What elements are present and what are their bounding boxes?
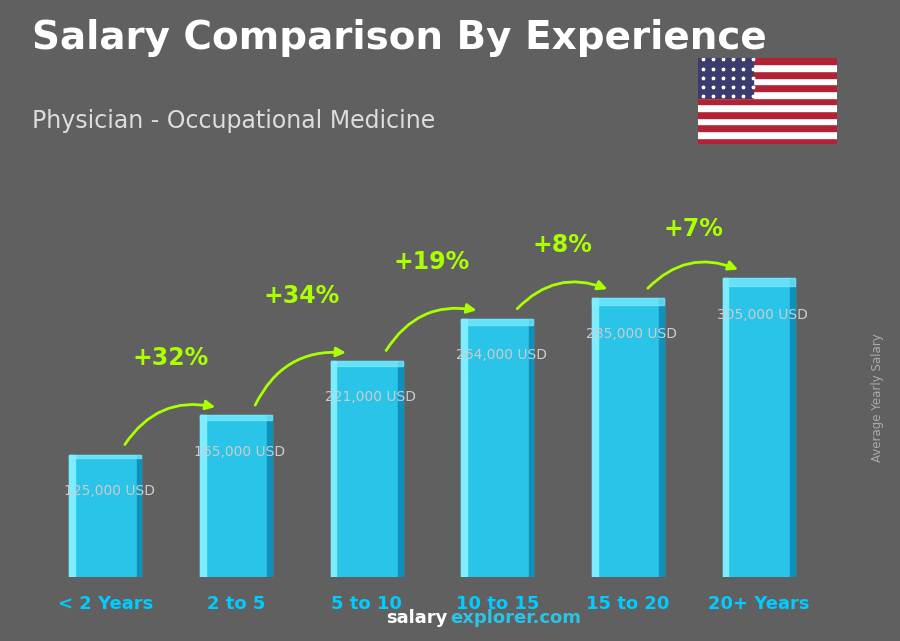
Text: explorer.com: explorer.com [450, 609, 581, 627]
Bar [698, 124, 837, 131]
Bar [698, 117, 837, 124]
Bar [698, 104, 837, 111]
Text: +7%: +7% [663, 217, 724, 241]
Bar [200, 415, 272, 577]
Bar [698, 97, 837, 104]
Bar [69, 454, 76, 577]
Text: < 2 Years: < 2 Years [58, 594, 153, 613]
Bar [698, 111, 837, 117]
Bar [723, 278, 795, 286]
Bar [331, 361, 337, 577]
Text: +8%: +8% [533, 233, 592, 257]
Bar [462, 319, 534, 577]
Bar [660, 298, 664, 577]
Text: 2 to 5: 2 to 5 [207, 594, 266, 613]
Bar [698, 91, 837, 97]
Bar [698, 131, 837, 138]
Bar [698, 71, 837, 78]
Bar [200, 415, 206, 577]
Text: 10 to 15: 10 to 15 [455, 594, 539, 613]
Bar [592, 298, 664, 577]
Text: 20+ Years: 20+ Years [708, 594, 809, 613]
Bar [592, 298, 598, 577]
Bar [723, 278, 728, 577]
Text: +34%: +34% [263, 284, 339, 308]
Bar [331, 361, 402, 577]
Text: 165,000 USD: 165,000 USD [194, 445, 285, 459]
Text: 221,000 USD: 221,000 USD [325, 390, 416, 404]
Bar [698, 64, 837, 71]
Bar [137, 454, 141, 577]
Bar [398, 361, 402, 577]
Bar [698, 78, 837, 85]
Bar [790, 278, 795, 577]
Text: 15 to 20: 15 to 20 [586, 594, 670, 613]
Bar [69, 454, 141, 577]
Text: Average Yearly Salary: Average Yearly Salary [871, 333, 884, 462]
Bar [462, 319, 534, 325]
Text: 264,000 USD: 264,000 USD [455, 348, 546, 362]
Bar [462, 319, 467, 577]
Text: Physician - Occupational Medicine: Physician - Occupational Medicine [32, 109, 435, 133]
Bar [592, 298, 664, 305]
Text: salary: salary [386, 609, 447, 627]
Bar [331, 361, 402, 366]
Bar [69, 454, 141, 458]
Text: 285,000 USD: 285,000 USD [586, 328, 677, 342]
Bar [698, 85, 837, 91]
Text: 125,000 USD: 125,000 USD [64, 484, 155, 498]
Text: 5 to 10: 5 to 10 [331, 594, 402, 613]
Bar [698, 58, 753, 97]
Bar [723, 278, 795, 577]
Bar [200, 415, 272, 419]
Text: +19%: +19% [394, 249, 470, 274]
Text: 305,000 USD: 305,000 USD [716, 308, 807, 322]
Bar [698, 58, 837, 64]
Bar [698, 138, 837, 144]
Bar [528, 319, 534, 577]
Text: +32%: +32% [132, 347, 209, 370]
Text: Salary Comparison By Experience: Salary Comparison By Experience [32, 19, 766, 57]
Bar [267, 415, 272, 577]
